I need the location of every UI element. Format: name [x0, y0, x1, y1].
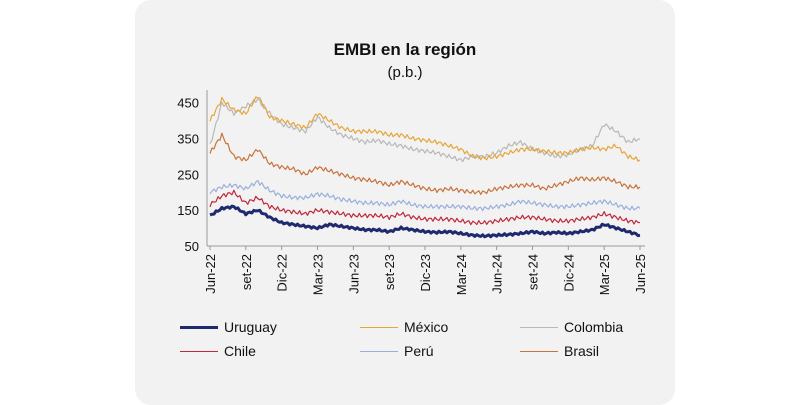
series-line-colombia [209, 97, 641, 163]
series-line-peru [209, 179, 641, 212]
x-tick-label: set-22 [239, 254, 254, 290]
x-tick-label: Dic-24 [561, 254, 576, 292]
legend-label: Uruguay [224, 319, 277, 335]
y-tick-label: 150 [177, 203, 199, 218]
chart-legend: Uruguay México Colombia Chile Perú Brasil [180, 318, 650, 368]
x-tick-label: Jun-25 [633, 254, 648, 294]
x-tick-label: Jun-24 [490, 254, 505, 294]
chart-title: EMBI en la región [333, 40, 477, 59]
x-tick-label: Dic-22 [275, 254, 290, 292]
legend-swatch [520, 326, 558, 328]
legend-item: Perú [360, 342, 434, 360]
legend-label: México [404, 319, 449, 335]
x-tick-label: Mar-23 [311, 254, 326, 295]
series-line-chile [209, 189, 641, 226]
x-tick-label: Jun-22 [203, 254, 218, 294]
legend-label: Brasil [564, 343, 600, 359]
series-line-brasil [209, 132, 641, 195]
legend-swatch [180, 325, 218, 329]
y-tick-label: 250 [177, 167, 199, 182]
x-tick-label: Jun-23 [346, 254, 361, 294]
y-tick-label: 450 [177, 96, 199, 111]
y-tick-label: 50 [185, 239, 199, 254]
x-tick-label: Mar-25 [597, 254, 612, 295]
x-tick-label: Dic-23 [418, 254, 433, 292]
legend-item: Colombia [520, 318, 623, 336]
legend-swatch [520, 350, 558, 352]
legend-label: Perú [404, 343, 434, 359]
x-tick-label: set-23 [382, 254, 397, 290]
x-tick-label: Mar-24 [454, 254, 469, 295]
legend-swatch [360, 326, 398, 328]
legend-label: Chile [224, 343, 256, 359]
legend-item: Chile [180, 342, 256, 360]
chart-subtitle: (p.b.) [387, 64, 423, 81]
legend-label: Colombia [564, 319, 624, 335]
legend-item: Uruguay [180, 318, 277, 336]
legend-item: Brasil [520, 342, 599, 360]
line-chart: 50 150 250 350 450 Jun-22 set-22 Dic-22 Mar-23 Ju… [177, 90, 648, 295]
legend-swatch [180, 350, 218, 352]
series-line-uruguay [209, 204, 641, 239]
x-tick-label: set-24 [526, 254, 541, 290]
legend-swatch [360, 350, 398, 352]
series-line-mexico [209, 96, 641, 162]
y-tick-label: 350 [177, 132, 199, 147]
legend-item: México [360, 318, 448, 336]
